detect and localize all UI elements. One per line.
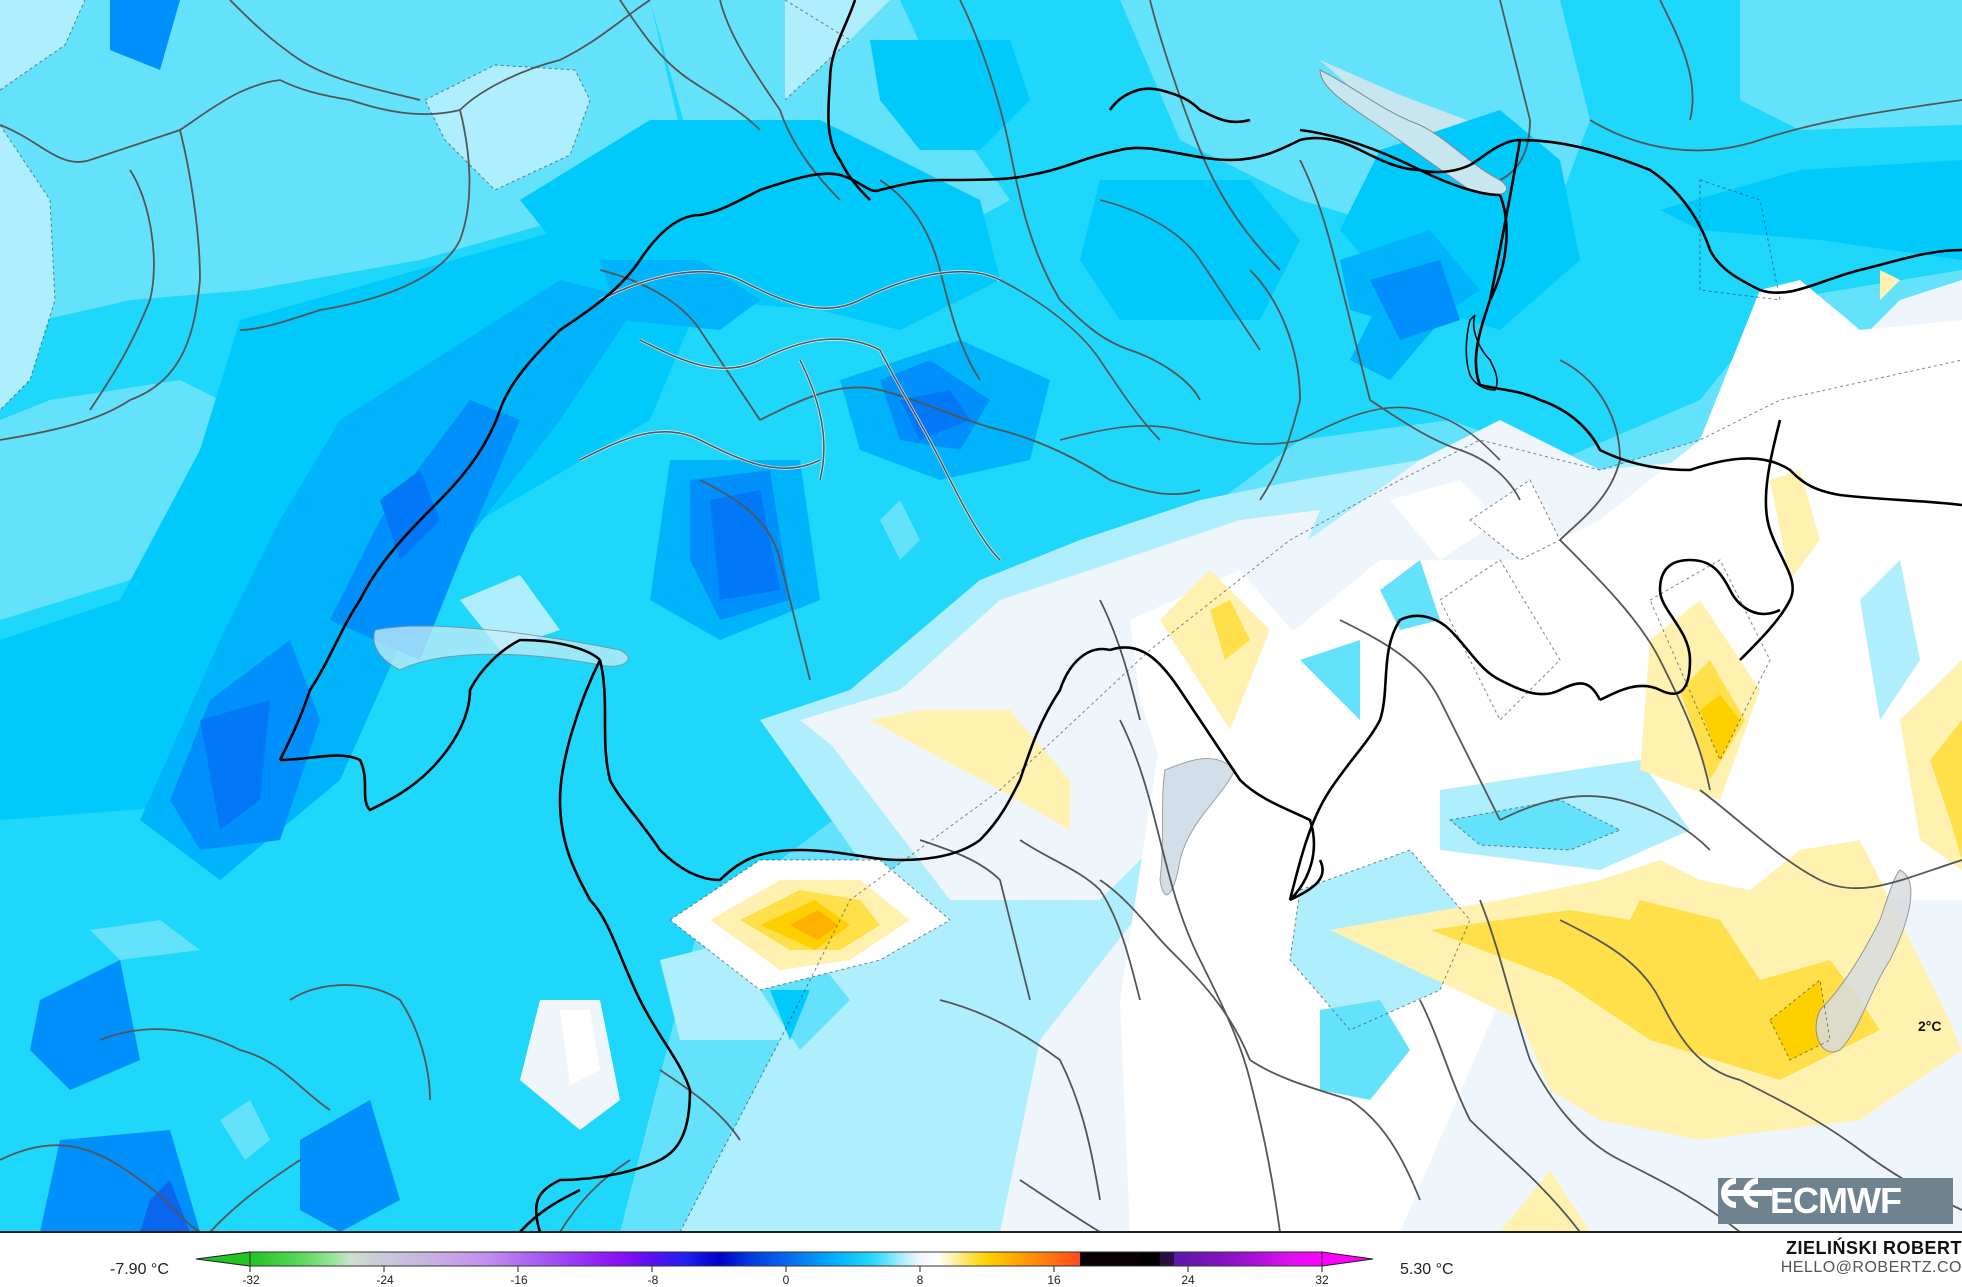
ecmwf-wordmark: ECMWF bbox=[1770, 1180, 1902, 1221]
min-value-label: -7.90 °C bbox=[110, 1261, 169, 1278]
colorbar-tick-label: -32 bbox=[242, 1273, 260, 1287]
ecmwf-logo: ECMWF bbox=[1718, 1178, 1953, 1224]
max-value-label: 5.30 °C bbox=[1400, 1261, 1454, 1278]
colorbar-tick-label: 8 bbox=[916, 1273, 924, 1287]
map-bottom-border bbox=[0, 1231, 1962, 1233]
contour-layer bbox=[0, 0, 1962, 1232]
colorbar-tick-label: -8 bbox=[647, 1273, 659, 1287]
author-name: ZIELIŃSKI ROBERT bbox=[1785, 1238, 1962, 1258]
colorbar-tick-label: 0 bbox=[782, 1273, 790, 1287]
colorbar-tick-label: -24 bbox=[376, 1273, 394, 1287]
temperature-map: 2°C ECMWF bbox=[0, 0, 1962, 1232]
author-email: HELLO@ROBERTZ.CO bbox=[1780, 1259, 1962, 1276]
legend-footer bbox=[0, 1233, 1962, 1287]
colorbar-tick-label: -16 bbox=[510, 1273, 528, 1287]
ecmwf-waves-icon bbox=[1721, 1178, 1772, 1208]
colorbar-tick-label: 24 bbox=[1181, 1273, 1195, 1287]
temperature-annotation: 2°C bbox=[1918, 1018, 1942, 1034]
colorbar-tick-label: 32 bbox=[1315, 1273, 1329, 1287]
colorbar-tick-label: 16 bbox=[1047, 1273, 1061, 1287]
